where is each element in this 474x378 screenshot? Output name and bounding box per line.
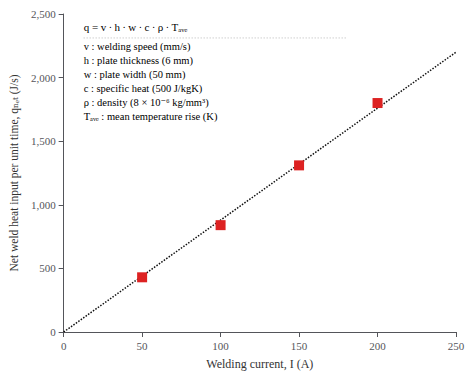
svg-text:200: 200 <box>369 340 386 352</box>
svg-text:Welding current, I (A): Welding current, I (A) <box>206 357 313 371</box>
svg-text:0: 0 <box>61 340 67 352</box>
svg-text:h : plate thickness (6 mm): h : plate thickness (6 mm) <box>84 55 194 67</box>
svg-text:150: 150 <box>291 340 308 352</box>
svg-text:2,000: 2,000 <box>31 72 56 84</box>
svg-text:1,500: 1,500 <box>31 135 56 147</box>
svg-text:c : specific heat (500 J/kgK): c : specific heat (500 J/kgK) <box>84 83 203 95</box>
svg-text:1,000: 1,000 <box>31 199 56 211</box>
svg-text:0: 0 <box>50 326 56 338</box>
svg-text:500: 500 <box>39 262 56 274</box>
svg-text:Tₐᵥₑ : mean temperature rise (: Tₐᵥₑ : mean temperature rise (K) <box>84 111 218 123</box>
svg-text:w : plate width (50 mm): w : plate width (50 mm) <box>84 69 186 81</box>
svg-text:250: 250 <box>448 340 465 352</box>
svg-text:100: 100 <box>212 340 229 352</box>
svg-text:v : welding speed (mm/s): v : welding speed (mm/s) <box>84 41 191 53</box>
svg-text:50: 50 <box>137 340 149 352</box>
svg-text:q = v ∙ h ∙ w ∙ c ∙ ρ ∙ Tₐᵥₑ: q = v ∙ h ∙ w ∙ c ∙ ρ ∙ Tₐᵥₑ <box>84 21 188 33</box>
svg-text:2,500: 2,500 <box>31 8 56 20</box>
svg-text:ρ : density (8 × 10⁻⁶ kg/mm³): ρ : density (8 × 10⁻⁶ kg/mm³) <box>84 97 210 109</box>
svg-text:Net weld heat input per unit t: Net weld heat input per unit time, qₙₑₜ … <box>8 74 21 271</box>
